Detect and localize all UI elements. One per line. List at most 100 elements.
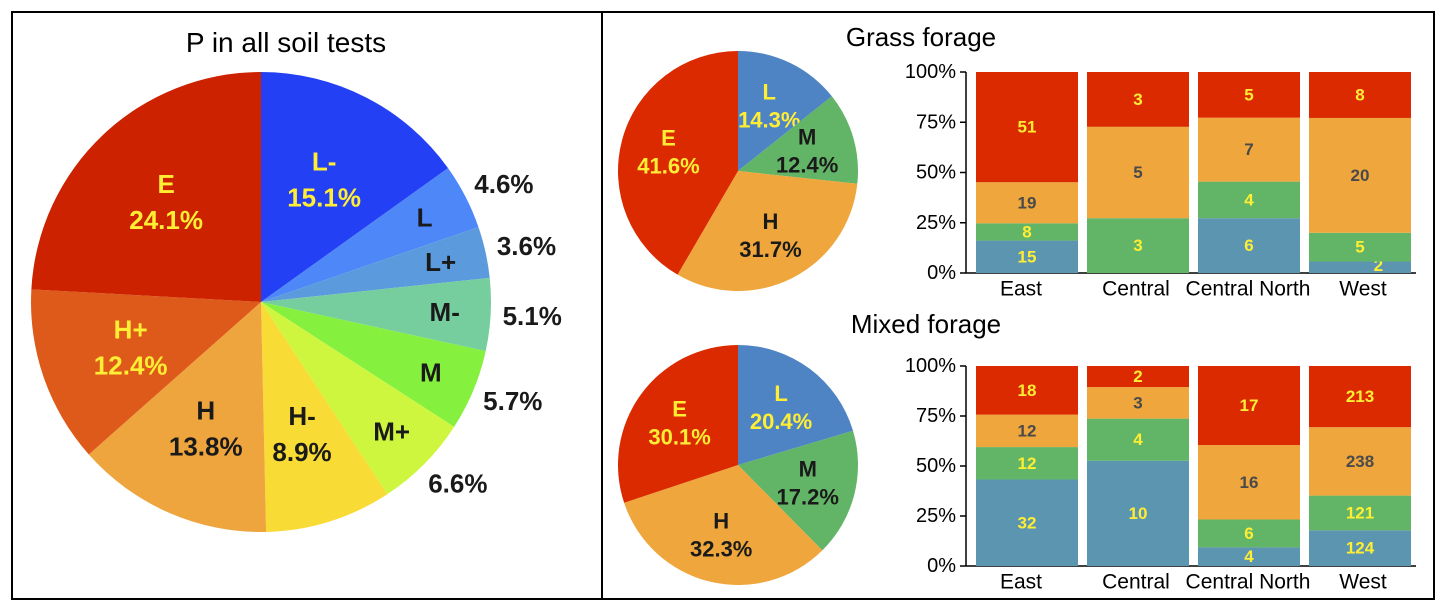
main-pie-pct-m-minus: 5.1% <box>503 301 562 331</box>
main-pie-slice-l <box>261 168 479 302</box>
mixed-bars-bar-west-h <box>1309 427 1411 496</box>
mixed-bars-value-west-e: 213 <box>1346 387 1374 406</box>
mixed-bars-value-east-e: 18 <box>1018 381 1037 400</box>
mixed-bars-category-west: West <box>1339 571 1387 594</box>
mixed-bars-y-tick-label: 50% <box>916 455 956 477</box>
grass-pie-label-e: E <box>661 126 676 151</box>
grass-bars-value-west-e: 8 <box>1355 85 1364 104</box>
main-pie-label-l-plus: L+ <box>425 247 456 277</box>
grass-bars-value-west-l: 2 <box>1374 256 1383 275</box>
mixed-pie-slice-m <box>738 430 858 551</box>
grass-bars-category-east: East <box>1000 278 1042 301</box>
main-pie-pct-h-minus: 8.9% <box>272 437 331 467</box>
mixed-bars-bar-central-m <box>1087 418 1189 461</box>
mixed-bars-bar-central-north-h <box>1198 445 1300 520</box>
mixed-pie-label-e: E <box>672 396 687 421</box>
grass-bars-value-central-north-l: 6 <box>1244 236 1253 255</box>
main-pie-label-h: H <box>196 395 215 425</box>
main-pie-slice-m <box>261 302 486 427</box>
grass-bars-bar-central-north-l <box>1198 218 1300 273</box>
grass-pie-slice-e <box>618 51 738 275</box>
grass-bars-bar-central-north-h <box>1198 117 1300 182</box>
mixed-bars-value-central-l: 10 <box>1129 504 1148 523</box>
grass-forage-pie: L 14.3%M 12.4% H 31.7% E 41.6% <box>618 51 859 292</box>
grass-bars-value-central-m: 3 <box>1133 236 1142 255</box>
mixed-bars-bar-east-l <box>976 479 1078 566</box>
main-pie: L- 15.1% L 4.6% L+ 3.6% M- 5.1% M 5.7% M+ 6.6% H- 8.9… <box>30 72 562 532</box>
grass-bars-value-central-h: 5 <box>1133 163 1142 182</box>
mixed-bars-bar-west-m <box>1309 495 1411 531</box>
main-pie-label-l-minus: L- <box>312 146 337 176</box>
main-pie-slice-m-plus <box>261 302 455 495</box>
grass-pie-pct-m: 12.4% <box>776 152 838 177</box>
grass-bars-bar-east-h <box>976 182 1078 224</box>
mixed-pie-pct-h: 32.3% <box>690 537 752 562</box>
mixed-bars-value-central-m: 4 <box>1133 430 1143 449</box>
grass-bars-value-central-e: 3 <box>1133 90 1142 109</box>
mixed-bars-y-tick-label: 25% <box>916 505 956 527</box>
grass-bars-bar-central-e <box>1087 72 1189 127</box>
main-pie-label-h-plus: H+ <box>114 314 148 344</box>
grass-pie-label-m: M <box>798 124 816 149</box>
mixed-bars-value-west-l: 124 <box>1346 539 1375 558</box>
grass-pie-label-h: H <box>763 209 779 234</box>
grass-bars-value-central-north-e: 5 <box>1244 85 1253 104</box>
grass-bars-value-central-north-m: 4 <box>1244 190 1254 209</box>
mixed-forage-bars: 0%25%50%75%100%32121218East10432Central4… <box>905 355 1416 594</box>
grass-forage-bars: 0% 25% 50% 75% 100% 15 8 19 51 East 3 5 3 Central 6 4 7 5… <box>905 61 1416 301</box>
grass-bars-value-east-e: 51 <box>1018 118 1037 137</box>
main-pie-slice-h-minus <box>261 302 388 532</box>
grass-bars-bar-central-north-e <box>1198 72 1300 118</box>
grass-bars-value-east-l: 15 <box>1018 247 1037 266</box>
grass-bars-bar-central-m <box>1087 218 1189 273</box>
grass-pie-pct-h: 31.7% <box>739 237 801 262</box>
mixed-pie-pct-e: 30.1% <box>648 424 710 449</box>
main-pie-label-e: E <box>157 169 174 199</box>
mixed-bars-value-central-north-m: 6 <box>1244 524 1253 543</box>
mixed-bars-value-central-north-e: 17 <box>1240 396 1259 415</box>
mixed-bars-bar-central-e <box>1087 366 1189 388</box>
grass-pie-pct-l: 14.3% <box>738 108 800 133</box>
mixed-bars-value-west-m: 121 <box>1346 503 1374 522</box>
grass-bars-bar-east-l <box>976 240 1078 273</box>
mixed-bars-bar-west-l <box>1309 530 1411 566</box>
mixed-forage-pie: L 20.4% M 17.2% H 32.3% E 30.1% <box>617 345 858 585</box>
mixed-bars-y-tick-label: 0% <box>927 555 956 577</box>
grass-bars-y-tick-label: 100% <box>905 61 956 83</box>
grass-bars-bar-central-h <box>1087 126 1189 219</box>
grass-bars-y-tick-label: 75% <box>916 111 956 133</box>
main-pie-label-m-minus: M- <box>430 297 460 327</box>
grass-bars-bar-west-m <box>1309 232 1411 262</box>
mixed-pie-slice-l <box>738 345 854 465</box>
mixed-bars-value-east-m: 12 <box>1018 454 1037 473</box>
mixed-bars-value-central-north-h: 16 <box>1240 473 1259 492</box>
grass-bars-value-west-m: 5 <box>1355 238 1364 257</box>
main-pie-slice-l-plus <box>261 227 490 302</box>
grass-bars-y-tick-label: 25% <box>916 212 956 234</box>
grass-bars-category-west: West <box>1339 278 1387 301</box>
grass-bars-bar-central-north-m <box>1198 181 1300 219</box>
main-pie-label-h-minus: H- <box>288 401 315 431</box>
mixed-bars-bar-west-e <box>1309 366 1411 428</box>
mixed-bars-bar-central-l <box>1087 460 1189 566</box>
main-pie-pct-l-plus: 3.6% <box>497 231 556 261</box>
main-pie-slice-m-minus <box>261 277 491 352</box>
grass-bars-y-tick-label: 50% <box>916 162 956 184</box>
mixed-pie-slice-e <box>617 345 738 503</box>
mixed-bars-bar-central-north-l <box>1198 547 1300 566</box>
mixed-bars-bar-east-m <box>976 447 1078 480</box>
grass-bars-category-central-north: Central North <box>1186 278 1311 301</box>
mixed-bars-y-tick-label: 75% <box>916 405 956 427</box>
main-pie-slice-l-minus <box>261 72 449 302</box>
main-pie-title: P in all soil tests <box>186 27 386 58</box>
grass-pie-slice-h <box>677 171 858 292</box>
mixed-bars-category-east: East <box>1000 571 1042 594</box>
grass-pie-slice-l <box>738 51 832 171</box>
main-pie-slice-e <box>31 72 261 302</box>
grass-bars-bar-east-m <box>976 223 1078 241</box>
right-panel-frame <box>601 11 1435 600</box>
main-pie-pct-m: 5.7% <box>483 386 542 416</box>
mixed-bars-bar-east-e <box>976 366 1078 415</box>
mixed-bars-value-east-l: 32 <box>1018 513 1037 532</box>
